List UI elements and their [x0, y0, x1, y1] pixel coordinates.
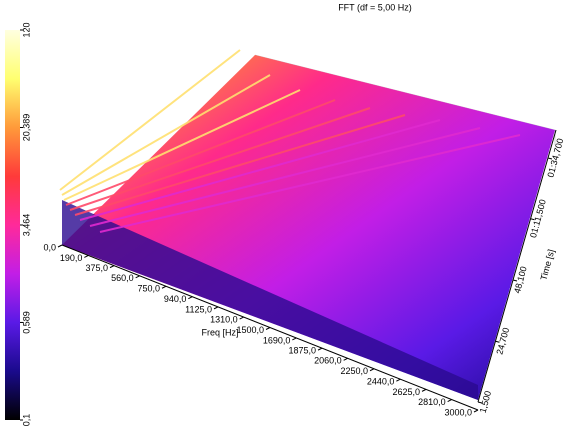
x-label: Freq [Hz] [201, 327, 238, 337]
x-tick-label: 1310,0 [210, 314, 238, 324]
x-tick [109, 265, 115, 269]
x-tick-label: 2810,0 [418, 397, 446, 407]
y-label: Time [s] [538, 248, 556, 281]
z-tick-label: 20,389 [21, 114, 31, 142]
x-tick-label: 2060,0 [314, 356, 342, 366]
x-tick [343, 357, 348, 361]
x-tick [292, 337, 297, 341]
z-tick-label: 0,589 [21, 311, 31, 334]
x-tick-label: 750,0 [137, 284, 160, 294]
x-tick [188, 296, 193, 300]
x-tick-label: 1875,0 [288, 346, 316, 356]
y-tick [477, 401, 483, 404]
x-tick-label: 2440,0 [367, 377, 395, 387]
colorbar [5, 30, 20, 420]
y-tick [495, 340, 500, 343]
x-tick [135, 275, 140, 279]
chart-title: FFT (df = 5,00 Hz) [338, 2, 412, 12]
x-tick-label: 0,0 [43, 242, 56, 252]
x-tick [161, 285, 167, 289]
x-tick-label: 940,0 [164, 294, 187, 304]
x-tick [447, 399, 452, 402]
x-tick [84, 255, 89, 258]
x-tick [369, 368, 375, 372]
x-tick-label: 1125,0 [185, 304, 212, 314]
x-tick [57, 244, 63, 248]
x-tick-label: 375,0 [85, 263, 108, 273]
y-tick [547, 157, 553, 160]
x-tick [421, 388, 427, 392]
x-tick [317, 347, 323, 351]
x-tick-label: 3000,0 [444, 407, 472, 417]
y-tick [530, 218, 535, 221]
x-tick [396, 378, 401, 382]
z-tick-label: 3,464 [21, 214, 31, 237]
x-tick [473, 409, 479, 413]
x-tick-label: 1690,0 [263, 335, 291, 345]
x-tick [213, 306, 219, 310]
x-tick-label: 1500,0 [236, 325, 264, 335]
ridges [59, 49, 521, 233]
x-tick [239, 316, 244, 320]
x-tick-label: 2625,0 [392, 387, 420, 397]
x-tick-label: 190,0 [60, 253, 83, 263]
x-tick-label: 2250,0 [340, 366, 368, 376]
surface-front [62, 200, 478, 400]
x-tick-label: 560,0 [111, 273, 134, 283]
z-tick-label: 0,1 [21, 414, 31, 427]
x-tick [265, 327, 271, 330]
z-tick-label: 120 [21, 22, 31, 37]
y-tick [512, 279, 518, 282]
y-axis [477, 129, 557, 403]
surface [62, 55, 555, 400]
